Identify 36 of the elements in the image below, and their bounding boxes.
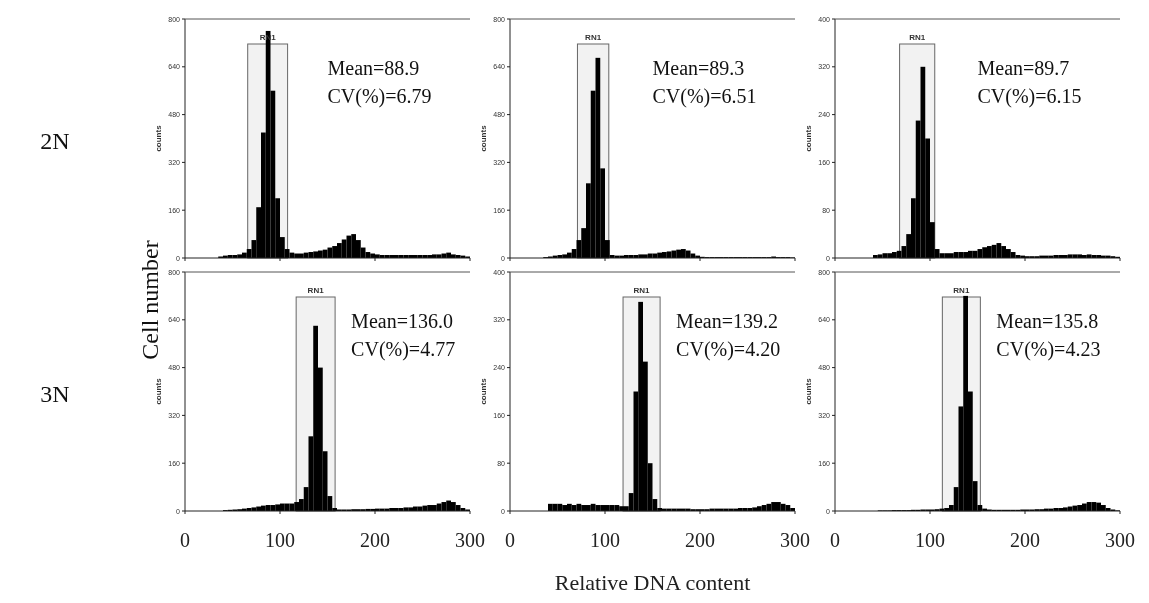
text: 2N	[40, 127, 70, 154]
x-tick-label: 100	[915, 529, 945, 551]
x-tick-label: 300	[780, 529, 810, 551]
x-axis-title: Relative DNA content	[554, 570, 751, 595]
y-axis-title: counts	[154, 124, 163, 152]
band-label: RN1	[633, 286, 651, 295]
x-tick-label: 200	[360, 529, 390, 551]
y-axis-title: counts	[154, 377, 163, 405]
y-axis-title: counts	[479, 377, 488, 405]
x-tick-label: 300	[455, 529, 485, 551]
x-tick-label: 200	[1010, 529, 1040, 551]
annotation: Mean=89.3	[652, 57, 745, 79]
annotation: Mean=89.7	[977, 57, 1070, 79]
text: 3N	[40, 380, 70, 407]
band-label: RN1	[585, 33, 602, 42]
annotation: Mean=135.8	[996, 310, 1099, 332]
annotation: CV(%)=6.51	[652, 85, 757, 108]
annotation: Mean=136.0	[351, 310, 453, 332]
annotation: CV(%)=4.77	[351, 338, 456, 361]
x-tick-label: 300	[1105, 529, 1135, 551]
annotation: CV(%)=6.15	[977, 85, 1082, 108]
band-label: RN1	[307, 286, 325, 295]
annotation: Mean=139.2	[676, 310, 778, 332]
annotation: CV(%)=4.20	[676, 338, 781, 361]
text: Cell number	[137, 240, 163, 360]
band-label: RN1	[953, 286, 970, 295]
x-tick-label: 200	[685, 529, 715, 551]
y-axis-title: counts	[804, 124, 813, 152]
annotation: CV(%)=6.79	[327, 85, 432, 108]
x-tick-label: 100	[265, 529, 295, 551]
y-axis-title: counts	[479, 124, 488, 152]
band-label: RN1	[909, 33, 926, 42]
annotation: Mean=88.9	[327, 57, 420, 79]
annotation: CV(%)=4.23	[996, 338, 1101, 361]
y-axis-title: counts	[804, 377, 813, 405]
x-tick-label: 100	[590, 529, 620, 551]
